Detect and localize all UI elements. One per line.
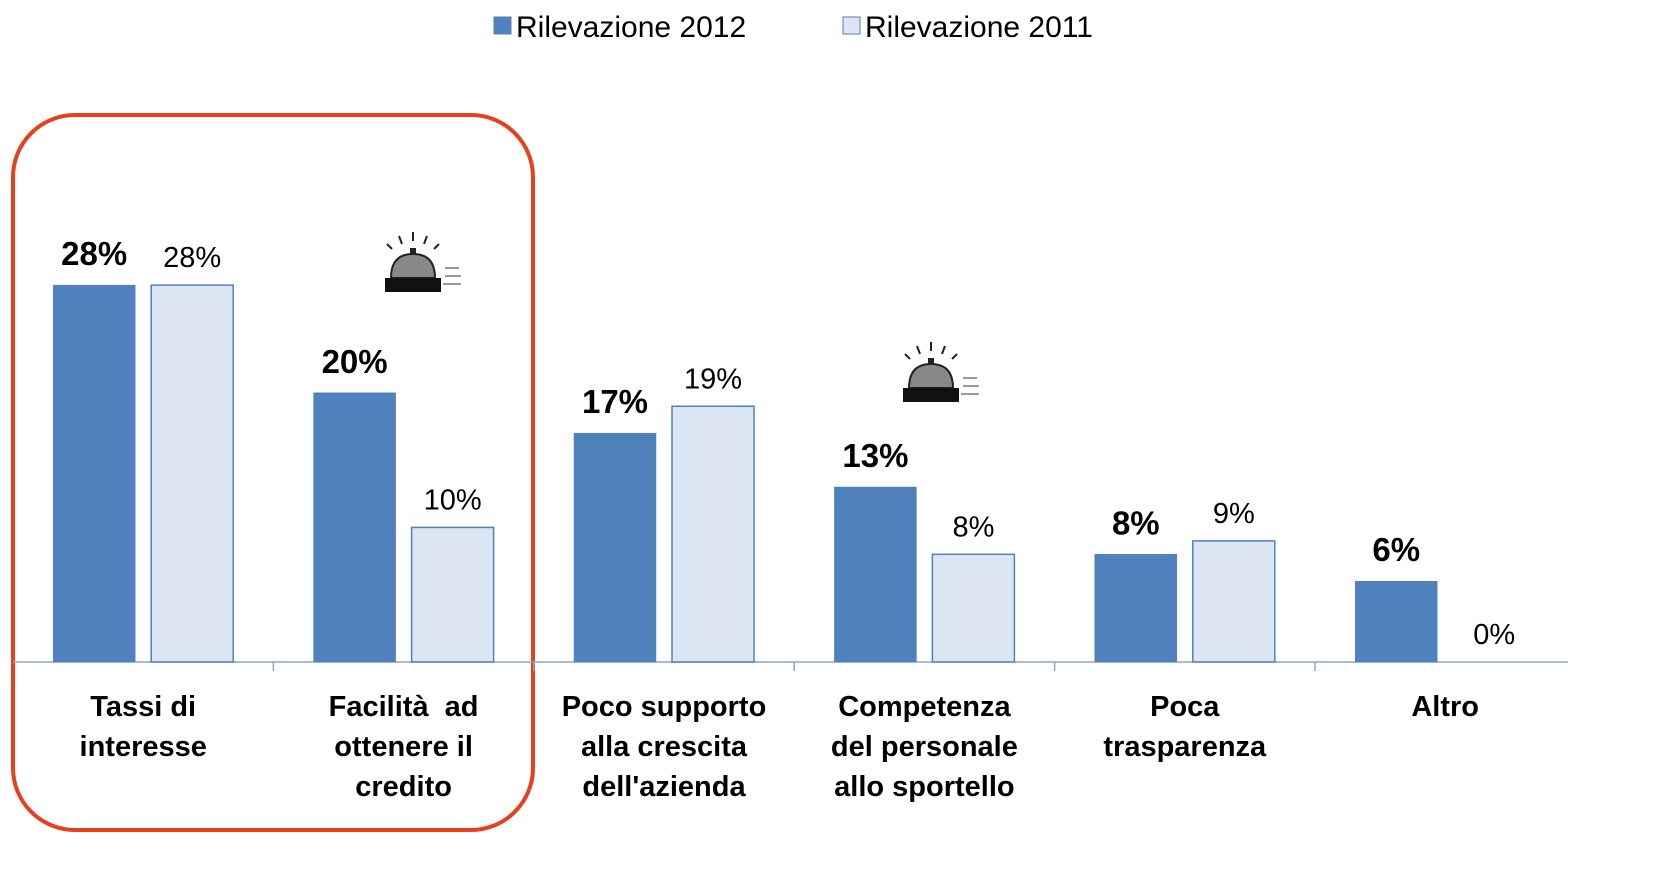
x-tick-label: Facilità ad [329,691,479,723]
x-tick-label: del personale [831,731,1018,763]
x-tick-label: credito [355,771,452,803]
x-tick-label: Poco supporto [562,691,767,723]
x-tick-label: Altro [1411,691,1479,723]
bell-icon [385,232,461,292]
bar [1094,554,1178,663]
x-tick-label: Competenza [838,691,1011,723]
data-label: 20% [322,343,388,380]
bell-icon [903,342,979,402]
bar [573,432,657,663]
bar [931,553,1016,663]
highlight-box [11,113,535,832]
legend-swatch [493,16,512,35]
x-tick-label: alla crescita [581,731,748,763]
data-label: 8% [1112,504,1160,541]
data-label: 28% [163,242,221,274]
data-label: 13% [842,437,908,474]
bar [52,284,136,663]
bar [410,526,495,663]
data-label: 9% [1213,498,1255,530]
data-label: 17% [582,383,648,420]
data-label: 28% [61,235,127,272]
bar [313,392,396,663]
bar [671,405,755,663]
data-label: 0% [1473,619,1515,651]
x-tick-label: dell'azienda [582,771,746,803]
data-label: 10% [424,484,482,516]
legend-swatch [842,16,861,35]
legend-label: Rilevazione 2011 [865,11,1093,44]
x-tick-label: ottenere il [334,731,473,763]
bar [150,284,234,663]
legend-label: Rilevazione 2012 [516,11,746,44]
bar [1192,540,1276,663]
x-tick-label: allo sportello [834,771,1014,803]
x-tick-label: trasparenza [1103,731,1267,763]
x-tick-label: Poca [1150,691,1220,723]
data-label: 6% [1372,531,1420,568]
x-tick-label: interesse [80,731,207,763]
data-label: 8% [952,511,994,543]
data-label: 19% [684,363,742,395]
x-tick-label: Tassi di [90,691,196,723]
bar [834,486,917,663]
bar [1354,580,1438,663]
